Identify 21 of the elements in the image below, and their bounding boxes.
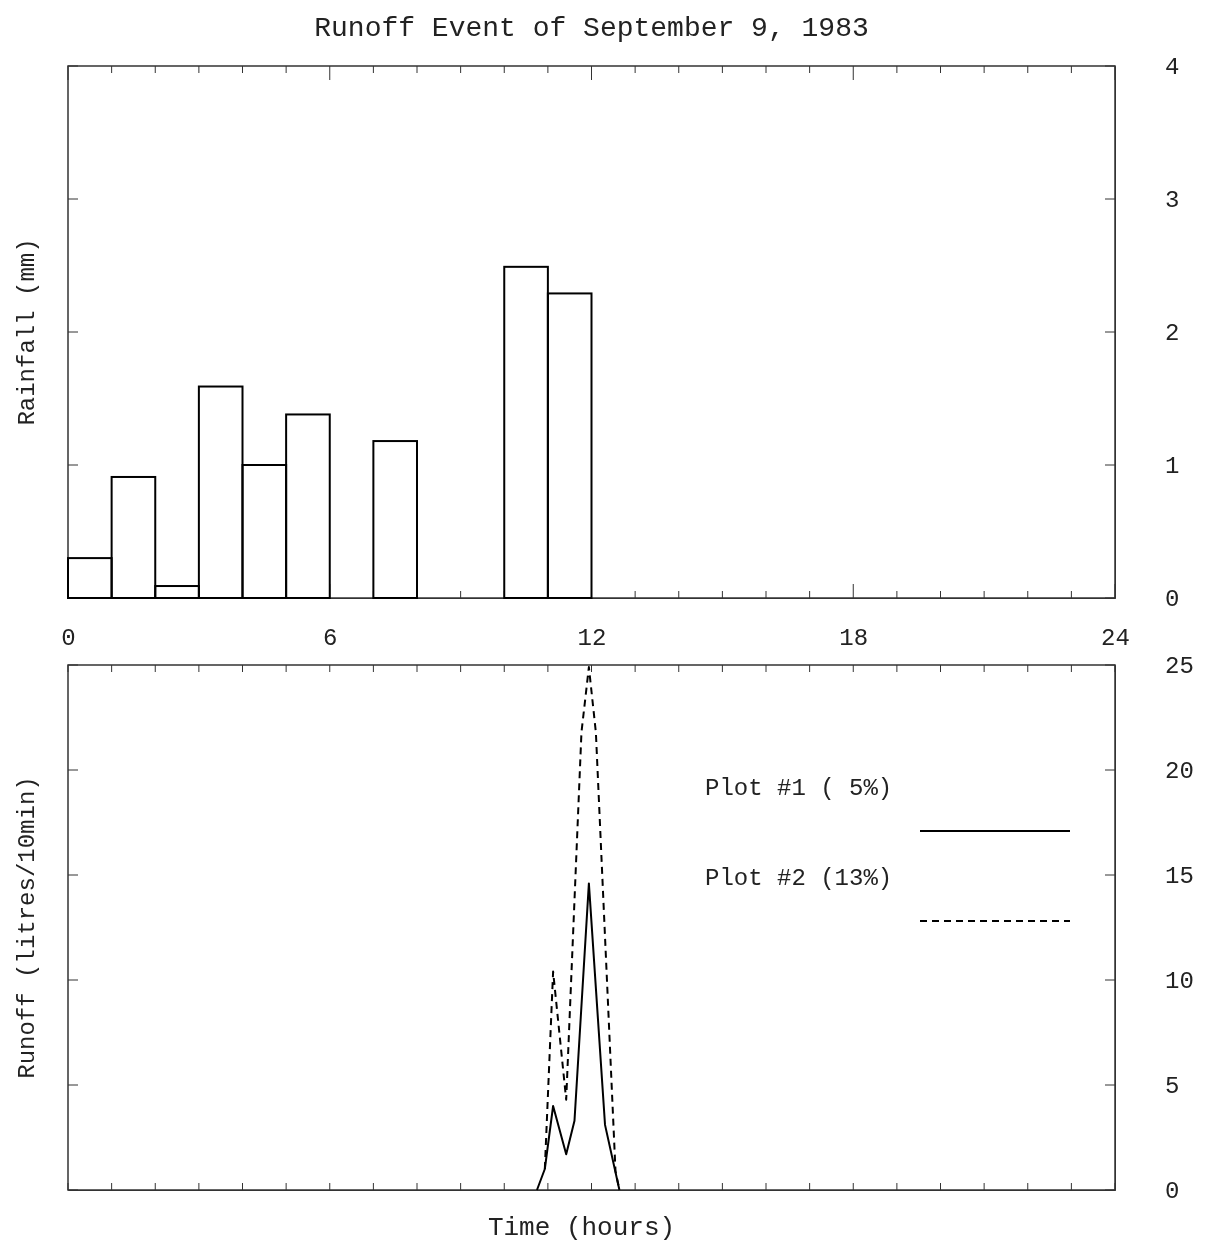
x-tick-label: 12 bbox=[577, 625, 607, 653]
y-tick-label: 4 bbox=[1165, 54, 1180, 82]
x-tick-label: 6 bbox=[323, 625, 338, 653]
y-tick-label: 0 bbox=[1165, 1178, 1180, 1206]
y-tick-label: 15 bbox=[1165, 863, 1194, 891]
y-tick-label: 1 bbox=[1165, 453, 1180, 481]
y-tick-label: 5 bbox=[1165, 1073, 1180, 1101]
x-tick-label: 0 bbox=[61, 625, 76, 653]
legend: Plot #1 ( 5%) Plot #2 (13%) bbox=[705, 775, 1071, 922]
y-tick-label: 20 bbox=[1165, 758, 1194, 786]
x-axis-title: Time (hours) bbox=[487, 1213, 676, 1243]
chart-title: Runoff Event of September 9, 1983 bbox=[314, 13, 869, 44]
y-tick-label: 10 bbox=[1165, 968, 1194, 996]
y-tick-label: 2 bbox=[1165, 320, 1180, 348]
y-tick-label: 3 bbox=[1165, 187, 1180, 215]
y-tick-label: 25 bbox=[1165, 653, 1194, 681]
x-tick-label: 24 bbox=[1101, 625, 1130, 653]
y-axis-title: Rainfall (mm) bbox=[14, 238, 41, 426]
y-tick-label: 0 bbox=[1165, 586, 1180, 614]
x-tick-label: 18 bbox=[839, 625, 869, 653]
y-axis-title: Runoff (litres/10min) bbox=[14, 776, 41, 1079]
